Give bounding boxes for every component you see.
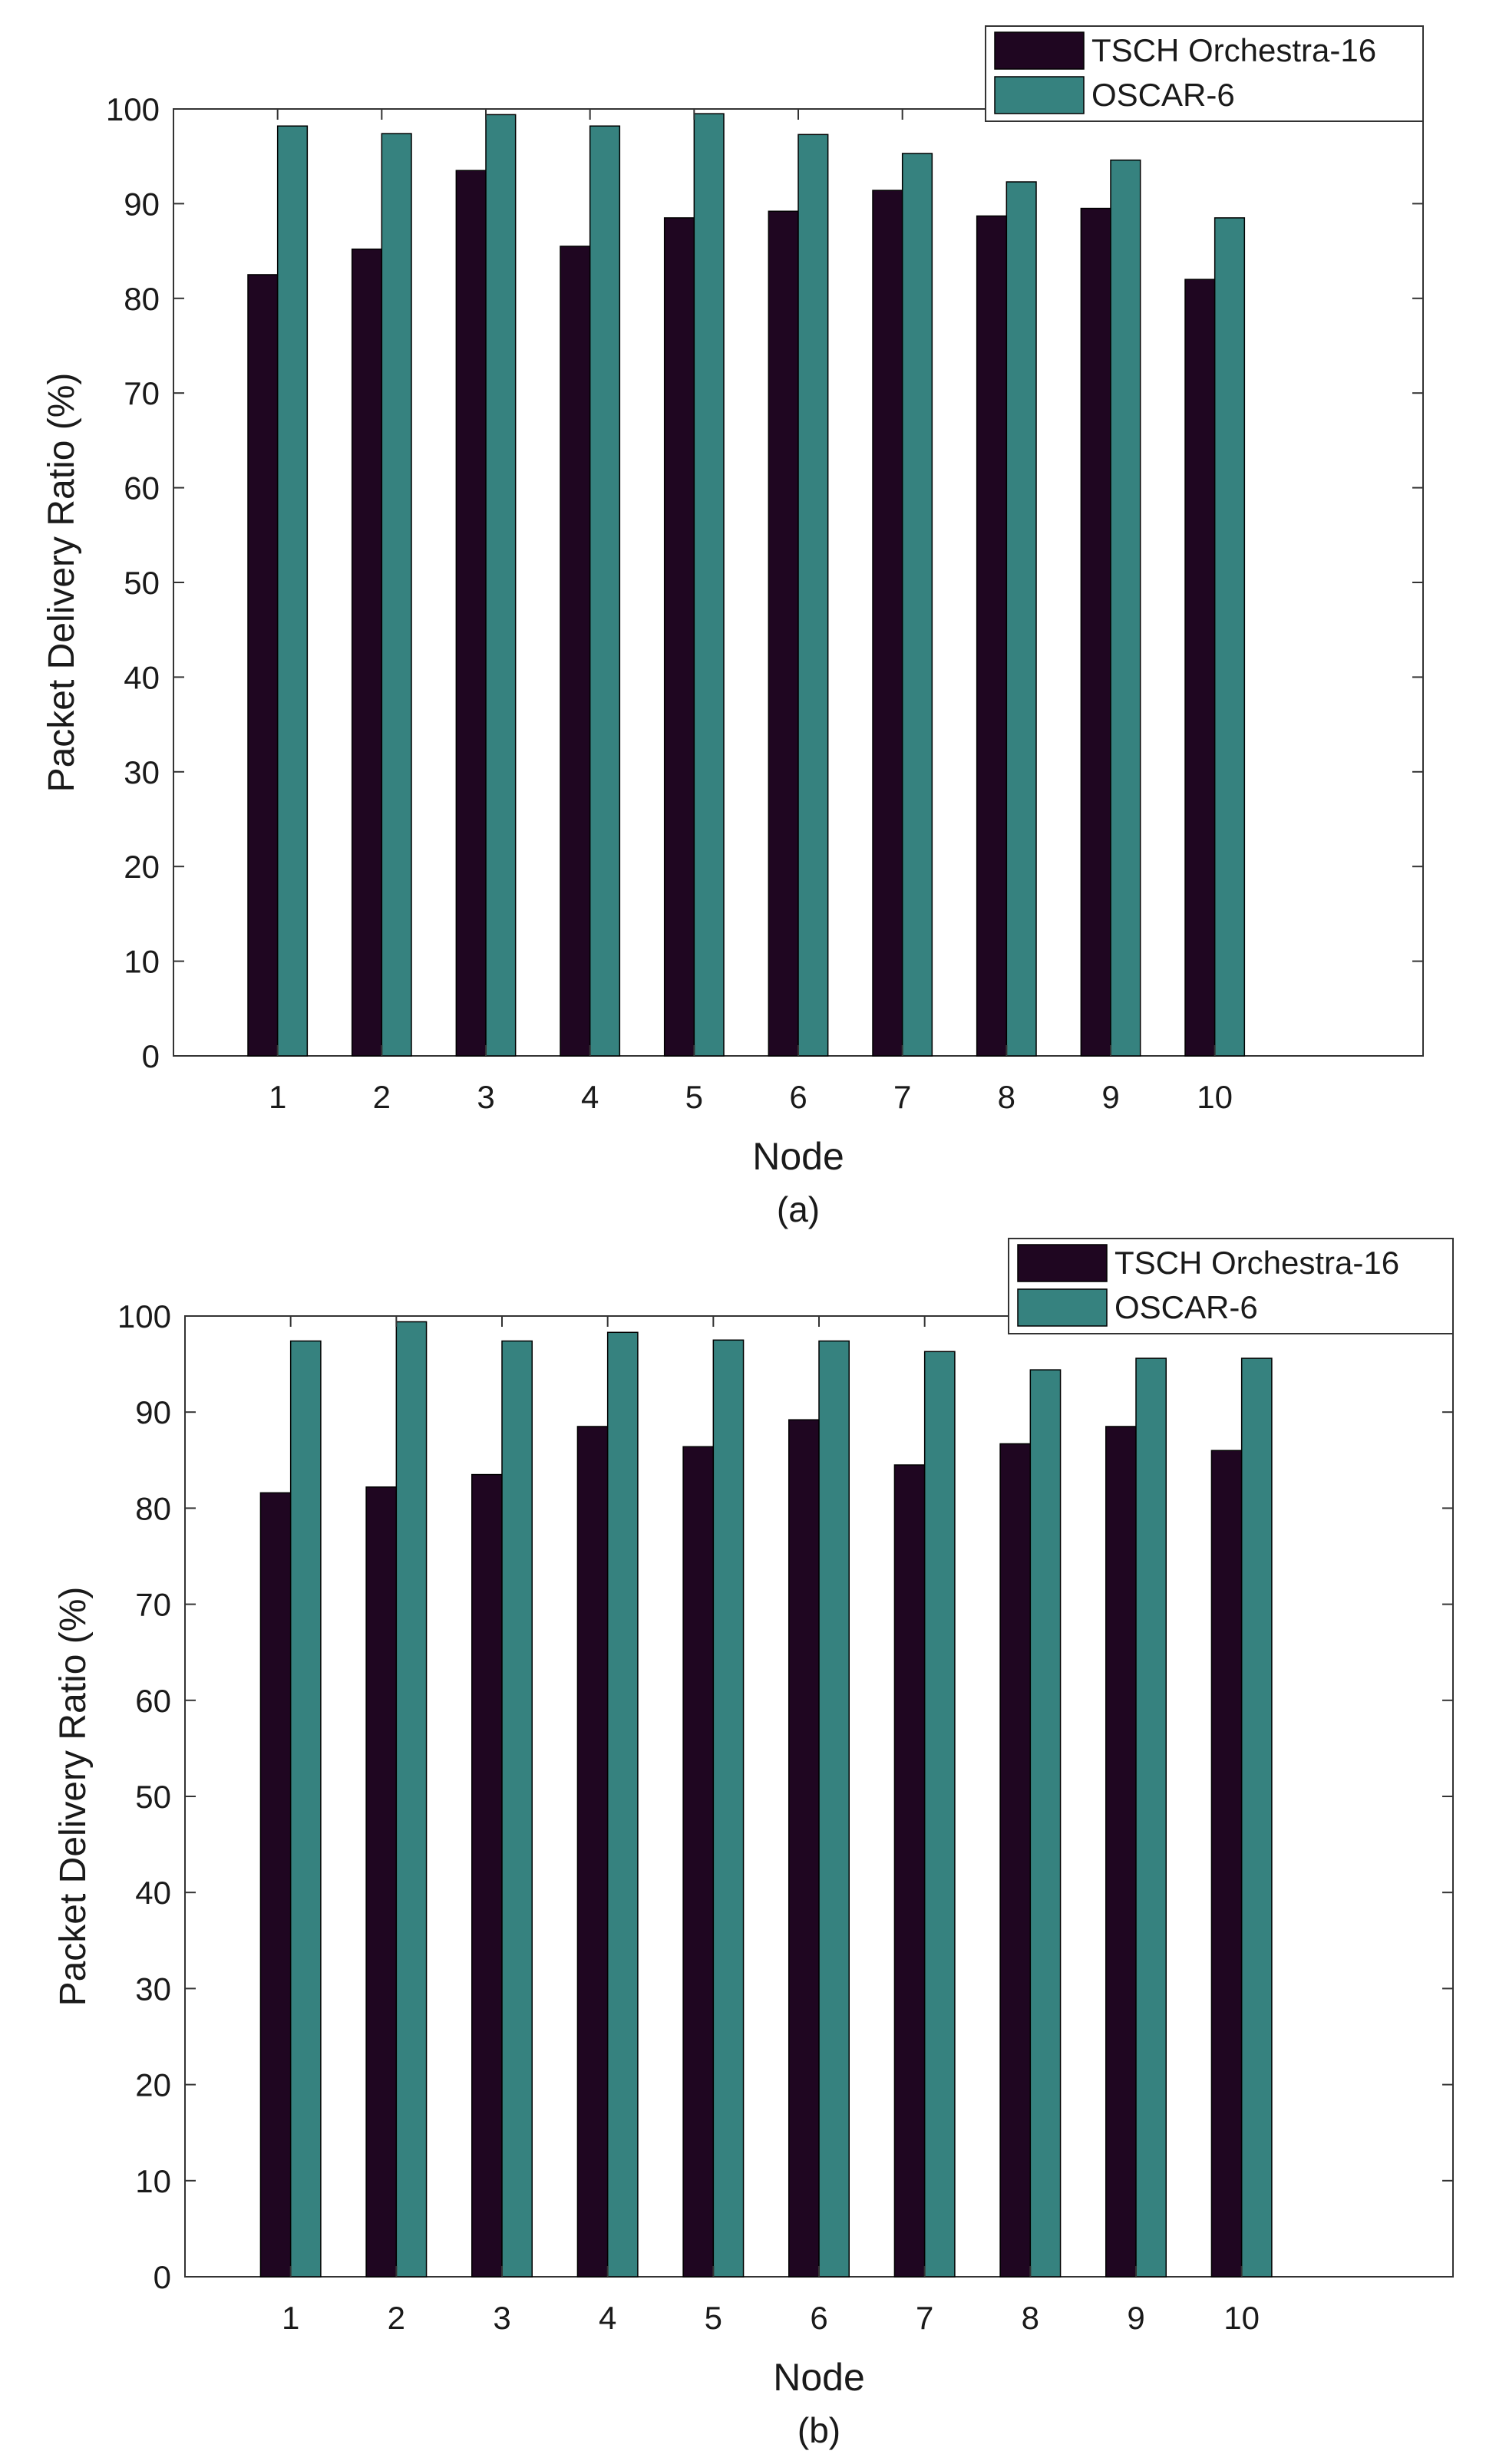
bar-tsch-node-8 — [999, 1443, 1032, 2278]
bar-oscar-node-2 — [395, 1321, 428, 2278]
y-tick-label: 90 — [124, 186, 160, 222]
bar-oscar-node-10 — [1240, 1357, 1273, 2278]
bar-oscar-node-5 — [693, 113, 725, 1057]
bar-tsch-node-1 — [247, 274, 279, 1057]
y-tick-label: 10 — [135, 2163, 171, 2199]
bar-oscar-node-1 — [276, 125, 309, 1057]
y-tick-label: 0 — [142, 1038, 160, 1074]
bar-tsch-node-2 — [365, 1486, 398, 2278]
x-tick-label: 9 — [1127, 2300, 1144, 2336]
legend-swatch — [994, 76, 1085, 114]
x-tick-label: 6 — [810, 2300, 827, 2336]
y-tick-label: 90 — [135, 1394, 171, 1430]
y-tick-label: 10 — [124, 944, 160, 980]
bar-oscar-node-5 — [712, 1339, 745, 2278]
legend-label: TSCH Orchestra-16 — [1114, 1245, 1399, 1281]
x-tick-label: 7 — [893, 1079, 911, 1115]
bar-oscar-node-7 — [901, 153, 933, 1057]
y-tick-label: 20 — [124, 849, 160, 885]
x-tick-label: 1 — [269, 1079, 286, 1115]
legend-label: TSCH Orchestra-16 — [1091, 32, 1376, 68]
x-axis-label: Node — [773, 2356, 865, 2399]
x-tick-label: 4 — [581, 1079, 599, 1115]
y-tick-label: 30 — [124, 754, 160, 790]
y-tick-label: 40 — [124, 659, 160, 695]
legend-label: OSCAR-6 — [1091, 77, 1235, 113]
panel-label: (b) — [797, 2410, 840, 2450]
legend-swatch — [994, 31, 1085, 70]
x-tick-label: 2 — [388, 2300, 405, 2336]
chart-b: 0 10 20 30 40 50 60 70 80 90 100 1 2 3 4 5 6 7 8 9 10 Node Pac… — [53, 1238, 1454, 2450]
y-tick-label: 100 — [117, 1298, 171, 1334]
y-axis-label: Packet Delivery Ratio (%) — [41, 373, 82, 793]
bar-oscar-node-10 — [1214, 217, 1246, 1057]
bar-oscar-node-7 — [923, 1351, 956, 2278]
bar-tsch-node-5 — [663, 217, 695, 1057]
y-tick-label: 0 — [154, 2259, 171, 2295]
x-tick-label: 2 — [373, 1079, 391, 1115]
y-tick-label: 20 — [135, 2067, 171, 2103]
x-axis-label: Node — [752, 1135, 844, 1178]
y-tick-label: 50 — [135, 1779, 171, 1815]
bar-oscar-node-4 — [606, 1331, 639, 2278]
y-tick-label: 70 — [124, 375, 160, 411]
y-tick-label: 60 — [135, 1683, 171, 1719]
chart-a: 0 10 20 30 40 50 60 70 80 90 100 1 2 3 4 5 6 7 8 9 10 Node Pac… — [41, 25, 1424, 1229]
x-tick-label: 4 — [599, 2300, 616, 2336]
bar-oscar-node-8 — [1006, 181, 1037, 1057]
legend-label: OSCAR-6 — [1114, 1289, 1258, 1325]
bar-oscar-node-9 — [1110, 159, 1141, 1057]
bar-oscar-node-6 — [797, 134, 829, 1057]
x-tick-label: 5 — [705, 2300, 722, 2336]
bar-tsch-node-4 — [576, 1426, 609, 2278]
bar-tsch-node-8 — [976, 215, 1008, 1057]
bar-tsch-node-10 — [1210, 1450, 1243, 2278]
x-tick-label: 10 — [1223, 2300, 1260, 2336]
bar-oscar-node-1 — [289, 1340, 322, 2278]
legend-swatch — [1017, 1244, 1108, 1282]
bar-tsch-node-3 — [471, 1473, 503, 2278]
bar-oscar-node-9 — [1135, 1357, 1167, 2278]
bar-oscar-node-6 — [818, 1340, 850, 2278]
bar-tsch-node-9 — [1080, 207, 1111, 1057]
x-tick-label: 3 — [477, 1079, 494, 1115]
x-tick-label: 10 — [1197, 1079, 1233, 1115]
y-tick-label: 80 — [135, 1490, 171, 1526]
x-tick-label: 6 — [789, 1079, 807, 1115]
legend-swatch — [1017, 1288, 1108, 1327]
y-tick-label: 60 — [124, 470, 160, 506]
x-tick-label: 1 — [282, 2300, 299, 2336]
x-tick-label: 3 — [493, 2300, 510, 2336]
bar-tsch-node-6 — [788, 1419, 820, 2278]
bar-tsch-node-3 — [455, 170, 487, 1057]
bar-tsch-node-1 — [259, 1492, 292, 2278]
bar-tsch-node-10 — [1184, 279, 1216, 1057]
y-tick-label: 40 — [135, 1875, 171, 1911]
y-tick-label: 30 — [135, 1971, 171, 2007]
bar-tsch-node-7 — [893, 1464, 926, 2278]
panel-label: (a) — [777, 1189, 820, 1229]
y-axis-label: Packet Delivery Ratio (%) — [53, 1587, 94, 2007]
bar-oscar-node-3 — [485, 114, 517, 1057]
x-tick-label: 5 — [685, 1079, 703, 1115]
y-tick-label: 70 — [135, 1587, 171, 1623]
bar-tsch-node-4 — [560, 246, 591, 1057]
bar-oscar-node-8 — [1029, 1369, 1062, 2278]
y-tick-label: 100 — [106, 91, 160, 127]
bar-oscar-node-4 — [589, 125, 621, 1057]
bar-tsch-node-6 — [768, 210, 799, 1057]
bar-oscar-node-2 — [381, 133, 412, 1057]
bar-tsch-node-9 — [1105, 1426, 1137, 2278]
bar-tsch-node-2 — [351, 248, 383, 1057]
x-tick-label: 8 — [998, 1079, 1015, 1115]
x-tick-label: 7 — [916, 2300, 933, 2336]
x-tick-label: 8 — [1022, 2300, 1039, 2336]
x-tick-label: 9 — [1101, 1079, 1119, 1115]
y-tick-label: 80 — [124, 281, 160, 317]
bar-tsch-node-5 — [682, 1446, 715, 2278]
bar-oscar-node-3 — [501, 1340, 533, 2278]
y-tick-label: 50 — [124, 565, 160, 601]
bar-tsch-node-7 — [872, 190, 903, 1057]
